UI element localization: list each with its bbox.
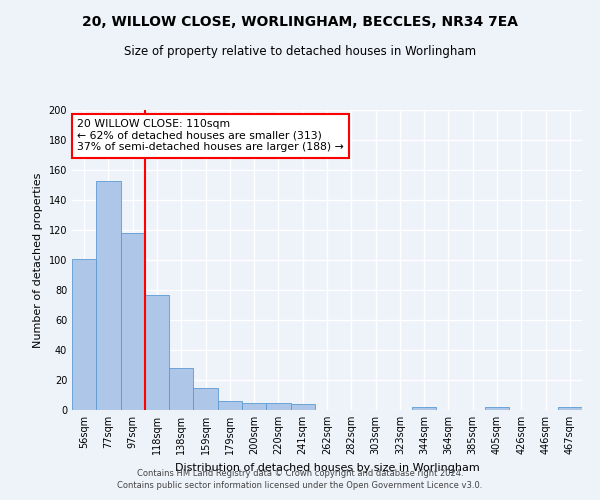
Text: 20, WILLOW CLOSE, WORLINGHAM, BECCLES, NR34 7EA: 20, WILLOW CLOSE, WORLINGHAM, BECCLES, N… <box>82 15 518 29</box>
Bar <box>242 402 266 410</box>
Y-axis label: Number of detached properties: Number of detached properties <box>33 172 43 348</box>
Bar <box>169 368 193 410</box>
Bar <box>145 294 169 410</box>
Bar <box>72 258 96 410</box>
Bar <box>96 180 121 410</box>
Bar <box>558 407 582 410</box>
Text: 20 WILLOW CLOSE: 110sqm
← 62% of detached houses are smaller (313)
37% of semi-d: 20 WILLOW CLOSE: 110sqm ← 62% of detache… <box>77 119 344 152</box>
Bar <box>412 407 436 410</box>
Bar <box>266 402 290 410</box>
Text: Contains HM Land Registry data © Crown copyright and database right 2024.
Contai: Contains HM Land Registry data © Crown c… <box>118 468 482 490</box>
Bar <box>485 407 509 410</box>
Bar <box>121 233 145 410</box>
X-axis label: Distribution of detached houses by size in Worlingham: Distribution of detached houses by size … <box>175 462 479 472</box>
Bar <box>290 404 315 410</box>
Text: Size of property relative to detached houses in Worlingham: Size of property relative to detached ho… <box>124 45 476 58</box>
Bar <box>193 388 218 410</box>
Bar <box>218 401 242 410</box>
